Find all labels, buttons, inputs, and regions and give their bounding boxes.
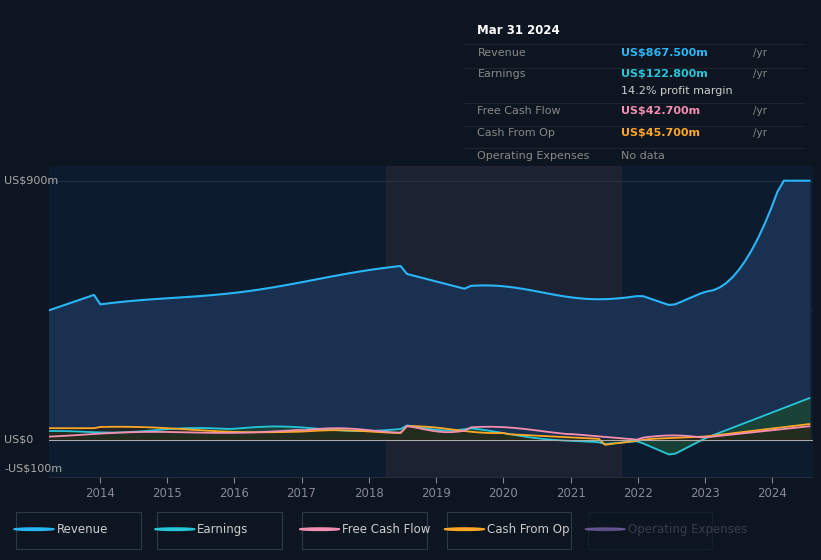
- Text: Cash From Op: Cash From Op: [487, 522, 570, 536]
- Text: Revenue: Revenue: [478, 48, 526, 58]
- Text: US$867.500m: US$867.500m: [621, 48, 708, 58]
- Text: -US$100m: -US$100m: [4, 464, 62, 474]
- Circle shape: [444, 528, 484, 530]
- Text: Mar 31 2024: Mar 31 2024: [478, 24, 560, 37]
- Text: Free Cash Flow: Free Cash Flow: [478, 105, 561, 115]
- Text: Revenue: Revenue: [57, 522, 108, 536]
- Text: Operating Expenses: Operating Expenses: [478, 151, 589, 161]
- Text: Earnings: Earnings: [478, 69, 526, 80]
- Text: US$900m: US$900m: [4, 176, 58, 186]
- Text: /yr: /yr: [754, 105, 768, 115]
- Text: US$122.800m: US$122.800m: [621, 69, 708, 80]
- Text: /yr: /yr: [754, 69, 768, 80]
- Circle shape: [585, 528, 626, 530]
- Text: Free Cash Flow: Free Cash Flow: [342, 522, 430, 536]
- Text: Earnings: Earnings: [197, 522, 249, 536]
- Text: US$42.700m: US$42.700m: [621, 105, 699, 115]
- Text: US$45.700m: US$45.700m: [621, 128, 699, 138]
- Bar: [386, 166, 621, 477]
- Text: No data: No data: [621, 151, 664, 161]
- Text: US$0: US$0: [4, 435, 34, 445]
- Text: 14.2% profit margin: 14.2% profit margin: [621, 86, 732, 96]
- Circle shape: [300, 528, 340, 530]
- Circle shape: [154, 528, 195, 530]
- Text: /yr: /yr: [754, 48, 768, 58]
- Text: /yr: /yr: [754, 128, 768, 138]
- Text: Cash From Op: Cash From Op: [478, 128, 555, 138]
- Circle shape: [14, 528, 54, 530]
- Text: Operating Expenses: Operating Expenses: [628, 522, 747, 536]
